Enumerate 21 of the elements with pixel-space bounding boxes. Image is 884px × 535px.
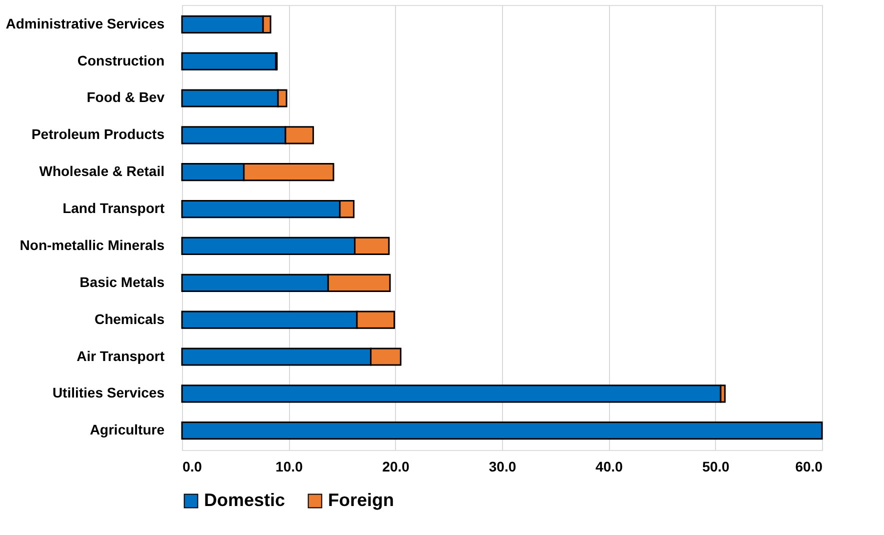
- y-tick-label: Land Transport: [62, 200, 165, 216]
- y-tick-label: Construction: [77, 52, 164, 68]
- x-tick-label: 20.0: [382, 458, 410, 474]
- y-tick-label: Air Transport: [76, 348, 165, 364]
- y-tick-label: Chemicals: [94, 310, 165, 327]
- y-tick-label: Food & Bev: [86, 89, 165, 106]
- y-tick-label: Petroleum Products: [31, 126, 165, 142]
- x-tick-label: 60.0: [795, 458, 823, 474]
- x-tick-label: 0.0: [182, 458, 202, 474]
- y-tick-label: Wholesale & Retail: [39, 163, 164, 180]
- x-tick-label: 10.0: [276, 458, 304, 474]
- legend-label: Domestic: [204, 490, 286, 510]
- x-tick-label: 50.0: [702, 458, 730, 474]
- y-tick-label: Non-metallic Minerals: [20, 236, 165, 253]
- y-tick-label: Basic Metals: [80, 274, 165, 290]
- x-tick-label: 40.0: [596, 458, 624, 474]
- legend-label: Foreign: [328, 490, 394, 510]
- y-tick-label: Administrative Services: [6, 15, 165, 32]
- x-tick-label: 30.0: [488, 458, 516, 474]
- y-tick-label: Utilities Services: [52, 384, 165, 401]
- y-tick-label: Agriculture: [90, 422, 165, 438]
